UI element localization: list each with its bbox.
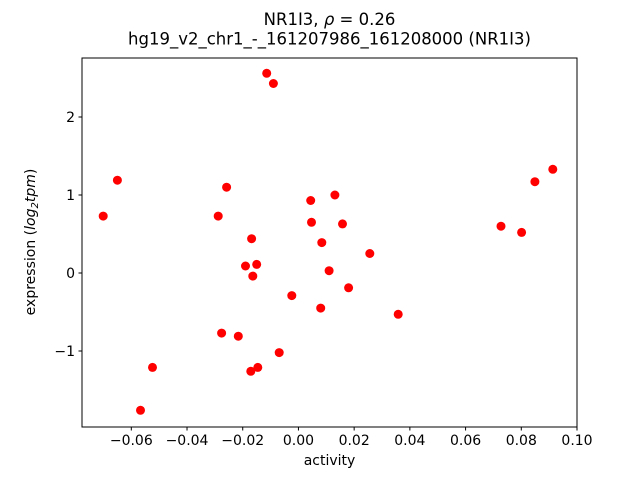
chart-title: NR1I3, ρ = 0.26 [264,10,396,29]
x-tick-label: 0.00 [283,433,314,449]
data-point [496,221,506,231]
data-point [317,238,327,248]
data-point [307,217,316,227]
y-axis-label-subscript: 2 [30,202,41,208]
data-point [112,175,122,185]
y-tick-label: 1 [66,188,75,204]
data-point [262,68,272,78]
data-point [247,234,257,244]
y-tick-label: −1 [54,344,75,360]
data-point [365,249,375,258]
x-tick-label: −0.04 [166,433,209,449]
x-tick-label: 0.04 [394,433,425,449]
x-axis-ticks: −0.06 −0.04 −0.02 0.00 0.02 0.04 0.06 0.08 0.10 [110,427,593,449]
data-point [330,190,340,200]
data-point [248,271,258,281]
x-tick-label: −0.02 [221,433,264,449]
data-point [268,79,278,88]
data-point [517,227,527,237]
data-point [530,177,540,187]
data-point [136,405,145,415]
data-point [241,261,250,271]
data-point [274,348,284,358]
data-point [252,259,262,269]
data-point [548,164,558,174]
y-tick-label: 0 [66,266,75,282]
y-axis-label: expression (log2tpm) [23,169,41,316]
y-axis-label-prefix: expression ( [23,230,39,315]
data-point [324,266,334,276]
x-tick-label: −0.06 [110,433,153,449]
data-point [393,309,403,319]
chart-title-rho-symbol: ρ [324,10,335,29]
x-tick-label: 0.06 [450,433,481,449]
data-point [246,366,256,376]
data-point [316,303,326,313]
chart-subtitle: hg19_v2_chr1_-_161207986_161208000 (NR1I… [128,30,531,50]
y-axis-label-log: log [23,208,39,229]
y-axis-label-tpm: tpm [23,174,39,202]
data-point [222,182,232,192]
data-point [213,211,223,221]
x-tick-label: 0.08 [506,433,537,449]
data-point [98,211,108,221]
x-tick-label: 0.10 [561,433,592,449]
y-tick-label: 2 [66,110,75,126]
data-point [148,362,157,372]
scatter-points [98,68,558,415]
data-point [253,362,263,372]
x-tick-label: 0.02 [339,433,370,449]
y-axis-label-suffix: ) [23,169,39,174]
data-point [306,196,316,205]
data-point [287,291,297,301]
x-axis-label: activity [304,453,356,469]
data-point [338,219,347,229]
data-point [233,331,243,341]
plot-frame [81,57,578,428]
chart-title-gene: NR1I3, [264,10,324,29]
data-point [344,283,354,293]
data-point [217,328,227,338]
y-axis-ticks: −1 0 1 2 [54,110,82,360]
chart-title-rho-value: = 0.26 [334,10,395,29]
